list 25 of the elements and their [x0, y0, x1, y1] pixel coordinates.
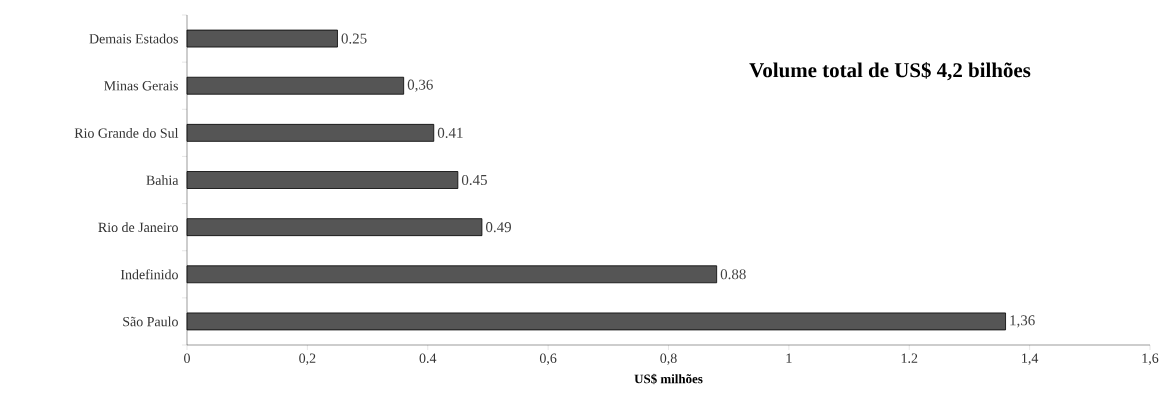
x-tick-label: 0,8 [660, 353, 677, 365]
x-tick-label: 0,2 [299, 353, 316, 365]
data-label: 0.41 [437, 127, 463, 138]
y-tick-label: Bahia [146, 175, 179, 185]
y-tick-label: Demais Estados [89, 33, 178, 44]
data-label: 0.45 [461, 174, 487, 186]
x-tick-label: 0.4 [419, 353, 437, 363]
x-tick-label: 0 [184, 353, 190, 363]
x-tick-label: 1,6 [1142, 353, 1159, 365]
data-label: 0.49 [486, 222, 511, 233]
x-tick-label: 1,4 [1022, 353, 1039, 365]
x-tick-label: 0,6 [539, 353, 557, 365]
y-tick-label: Indefinido [120, 269, 178, 280]
y-tick-label: São Paulo [123, 316, 178, 327]
y-tick-label: Rio de Janeiro [98, 222, 178, 233]
y-tick-label: Rio Grande do Sul [74, 127, 179, 138]
x-axis-title: US$ milhões [634, 373, 703, 385]
data-label: 0.88 [720, 269, 746, 280]
data-label: 0.25 [341, 33, 367, 44]
annotation: Volume total de US$ 4,2 bilhões [749, 61, 1031, 81]
data-label: 1,36 [1010, 315, 1035, 328]
x-tick-label: 1.2 [901, 353, 918, 363]
data-label: 0,36 [407, 79, 433, 92]
x-tick-label: 1 [786, 353, 792, 363]
y-tick-label: Minas Gerais [104, 81, 178, 91]
